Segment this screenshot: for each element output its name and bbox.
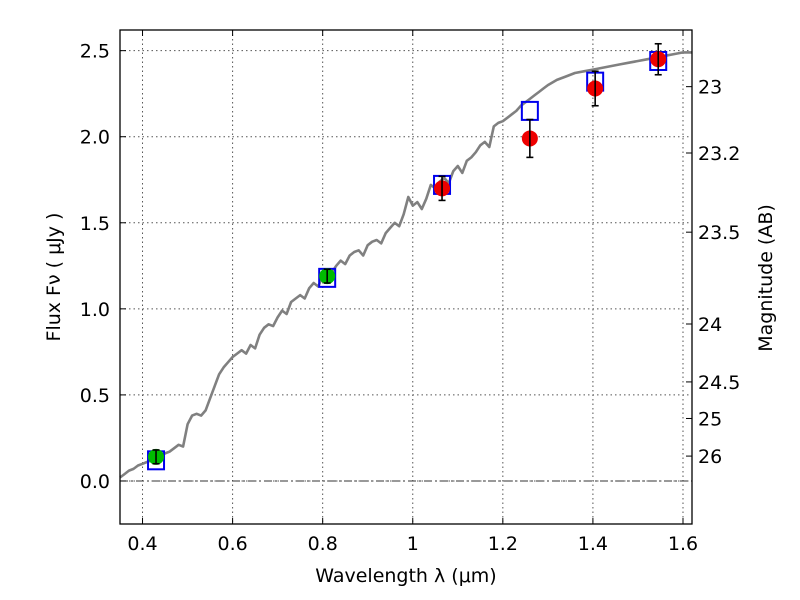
- x-tick-label: 1.4: [578, 533, 608, 555]
- right-tick-label: 24.5: [698, 372, 740, 394]
- right-tick-label: 26: [698, 446, 722, 468]
- plot-area: [119, 42, 692, 479]
- y-axis-label: Flux Fν ( μJy ): [43, 213, 65, 342]
- grid: [120, 30, 692, 524]
- y-tick-label: 0.5: [80, 385, 110, 407]
- right-tick-label: 23.2: [698, 143, 740, 165]
- x-tick-label: 1.6: [668, 533, 698, 555]
- ticks: 0.4 0.6 0.8 1 1.2 1.4 1.6 0.0 0.5 1.0 1.5 2.0 2.5 23 2…: [80, 30, 740, 555]
- right-tick-label: 24: [698, 314, 722, 336]
- right-tick-label: 23.5: [698, 222, 740, 244]
- x-tick-label: 1: [407, 533, 419, 555]
- right-tick-label: 23: [698, 77, 722, 99]
- y-tick-label: 2.0: [80, 127, 110, 149]
- right-tick-label: 25: [698, 408, 722, 430]
- spectrum-line: [119, 51, 692, 479]
- right-axis-label: Magnitude (AB): [755, 204, 777, 352]
- x-tick-label: 1.2: [488, 533, 518, 555]
- plot-frame: [119, 29, 693, 525]
- x-tick-label: 0.8: [308, 533, 338, 555]
- y-tick-label: 2.5: [80, 41, 110, 63]
- y-tick-label: 1.5: [80, 213, 110, 235]
- x-axis-label: Wavelength λ (μm): [315, 565, 496, 587]
- x-tick-label: 0.6: [217, 533, 247, 555]
- x-tick-label: 0.4: [127, 533, 157, 555]
- y-tick-label: 1.0: [80, 299, 110, 321]
- y-tick-label: 0.0: [80, 471, 110, 493]
